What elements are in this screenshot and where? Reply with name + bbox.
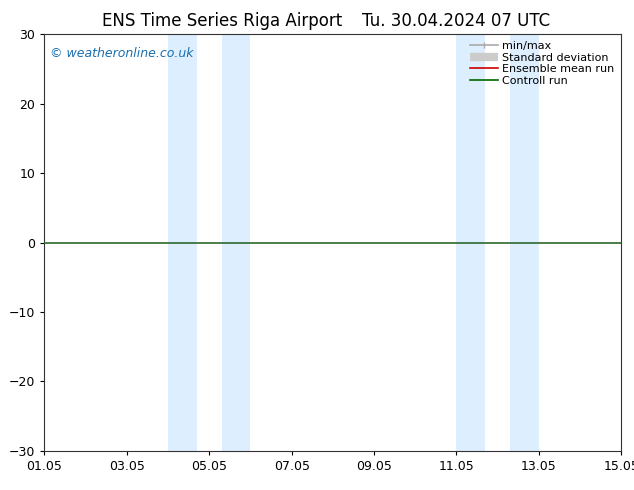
Bar [456, 34, 485, 451]
Text: ENS Time Series Riga Airport: ENS Time Series Riga Airport [102, 12, 342, 30]
Legend: min/max, Standard deviation, Ensemble mean run, Controll run: min/max, Standard deviation, Ensemble me… [466, 37, 619, 91]
Text: Tu. 30.04.2024 07 UTC: Tu. 30.04.2024 07 UTC [363, 12, 550, 30]
Bar [221, 34, 250, 451]
Bar [168, 34, 197, 451]
Bar [510, 34, 539, 451]
Text: © weatheronline.co.uk: © weatheronline.co.uk [50, 47, 193, 60]
